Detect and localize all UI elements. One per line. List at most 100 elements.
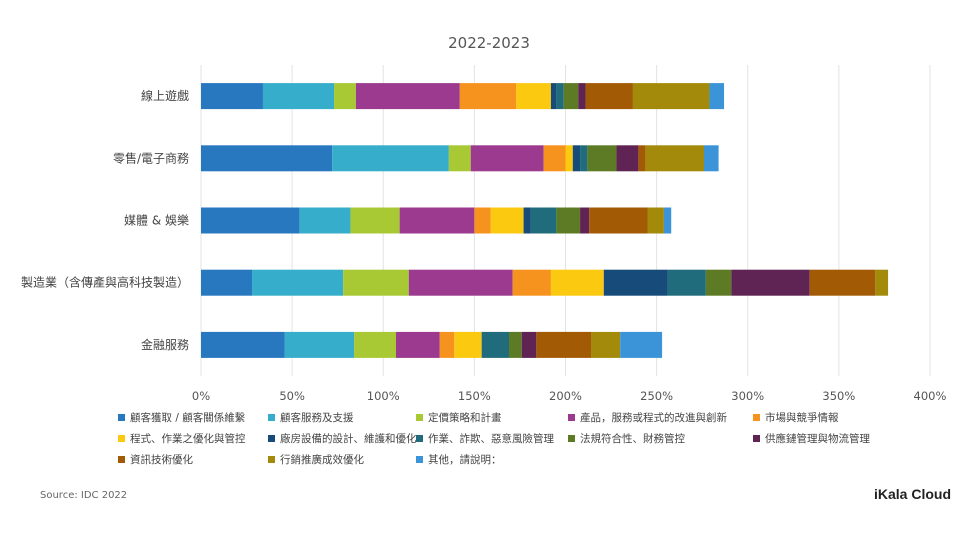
- legend-label: 顧客獲取 / 顧客關係維繫: [130, 412, 246, 424]
- x-tick-label: 0%: [192, 389, 210, 403]
- x-tick-label: 350%: [822, 389, 855, 403]
- bar-segment: [705, 269, 732, 296]
- bar-segment: [459, 83, 517, 110]
- bar-segment: [565, 145, 573, 172]
- legend-label: 資訊技術優化: [130, 454, 193, 466]
- bar-segment: [638, 145, 646, 172]
- bar-segment: [580, 207, 590, 234]
- legend-item: 市場與競爭情報: [753, 410, 933, 425]
- bar-segment: [572, 145, 581, 172]
- bar-segment: [530, 207, 557, 234]
- legend-item: 產品，服務或程式的改進與創新: [568, 410, 753, 425]
- legend-swatch: [268, 414, 275, 421]
- legend-label: 定價策略和計畫: [428, 412, 502, 424]
- bar-segment: [408, 269, 513, 296]
- legend-swatch: [568, 435, 575, 442]
- bar-segment: [512, 269, 551, 296]
- x-tick-label: 200%: [549, 389, 582, 403]
- bar-segment: [731, 269, 810, 296]
- legend-label: 廠房設備的設計、維護和優化: [280, 433, 417, 445]
- bar-segment: [334, 83, 356, 110]
- legend-swatch: [753, 414, 760, 421]
- legend-label: 產品，服務或程式的改進與創新: [580, 412, 727, 424]
- legend-swatch: [416, 456, 423, 463]
- bar-segment: [343, 269, 409, 296]
- legend-item: 法規符合性、財務管控: [568, 431, 753, 446]
- legend-swatch: [416, 435, 423, 442]
- legend-item: 供應鏈管理與物流管理: [753, 431, 933, 446]
- legend-label: 市場與競爭情報: [765, 412, 839, 424]
- bar-segment: [536, 331, 592, 358]
- x-tick-label: 250%: [640, 389, 673, 403]
- bar-segment: [201, 269, 253, 296]
- x-axis-ticks: 0% 50% 100% 150% 200% 250% 300% 350% 400%: [192, 389, 947, 403]
- legend-item: 顧客獲取 / 顧客關係維繫: [118, 410, 268, 425]
- legend-swatch: [753, 435, 760, 442]
- category-label: 製造業（含傳產與高科技製造）: [21, 275, 189, 290]
- x-tick-label: 100%: [367, 389, 400, 403]
- legend-swatch: [268, 456, 275, 463]
- legend-label: 供應鏈管理與物流管理: [765, 433, 870, 445]
- legend-label: 行銷推廣成效優化: [280, 454, 364, 466]
- bar-segment: [587, 145, 617, 172]
- x-tick-label: 300%: [731, 389, 764, 403]
- bar-segment: [578, 83, 586, 110]
- legend-label: 法規符合性、財務管控: [580, 433, 685, 445]
- legend-item: 程式、作業之優化與管控: [118, 431, 268, 446]
- bar-segment: [645, 145, 705, 172]
- legend-swatch: [118, 456, 125, 463]
- bar-segment: [396, 331, 440, 358]
- bar-segment: [350, 207, 400, 234]
- legend: 顧客獲取 / 顧客關係維繫 顧客服務及支援 定價策略和計畫 產品，服務或程式的改進與創…: [118, 410, 958, 467]
- bar-segment: [589, 207, 648, 234]
- bar-segment: [521, 331, 537, 358]
- legend-item: 廠房設備的設計、維護和優化: [268, 431, 417, 446]
- bar-segment: [709, 83, 725, 110]
- bars: [201, 83, 889, 358]
- brand-logo: iKala Cloud: [873, 486, 951, 502]
- bar-segment: [550, 83, 557, 110]
- bar-segment: [439, 331, 455, 358]
- legend-label: 程式、作業之優化與管控: [130, 433, 246, 445]
- bar-segment: [809, 269, 876, 296]
- bar-segment: [556, 83, 564, 110]
- bar-segment: [591, 331, 621, 358]
- bar-segment: [550, 269, 604, 296]
- bar-segment: [667, 269, 706, 296]
- bar-segment: [201, 145, 333, 172]
- category-label: 零售/電子商務: [113, 150, 189, 165]
- bar-segment: [262, 83, 335, 110]
- bar-segment: [201, 207, 300, 234]
- legend-label: 其他，請說明：: [428, 454, 502, 466]
- bar-segment: [509, 331, 522, 358]
- legend-swatch: [118, 414, 125, 421]
- bar-segment: [563, 83, 579, 110]
- chart-title: 2022-2023: [448, 34, 530, 52]
- bar-segment: [454, 331, 482, 358]
- bar-segment: [632, 83, 710, 110]
- source-note: Source: IDC 2022: [40, 490, 128, 501]
- bar-segment: [523, 207, 531, 234]
- bar-segment: [875, 269, 889, 296]
- bar-segment: [580, 145, 588, 172]
- bar-segment: [470, 145, 544, 172]
- category-label: 金融服務: [141, 337, 189, 352]
- legend-swatch: [416, 414, 423, 421]
- bar-segment: [299, 207, 351, 234]
- legend-label: 顧客服務及支援: [280, 412, 354, 424]
- legend-swatch: [268, 435, 275, 442]
- bar-segment: [474, 207, 491, 234]
- bar-segment: [355, 83, 460, 110]
- bar-segment: [704, 145, 719, 172]
- bar-segment: [201, 83, 263, 110]
- bar-segment: [556, 207, 581, 234]
- legend-item: 其他，請說明：: [416, 452, 568, 467]
- legend-item: 行銷推廣成效優化: [268, 452, 416, 467]
- x-tick-label: 400%: [914, 389, 947, 403]
- legend-swatch: [118, 435, 125, 442]
- bar-segment: [620, 331, 663, 358]
- bar-segment: [332, 145, 449, 172]
- bar-segment: [490, 207, 524, 234]
- bar-segment: [647, 207, 664, 234]
